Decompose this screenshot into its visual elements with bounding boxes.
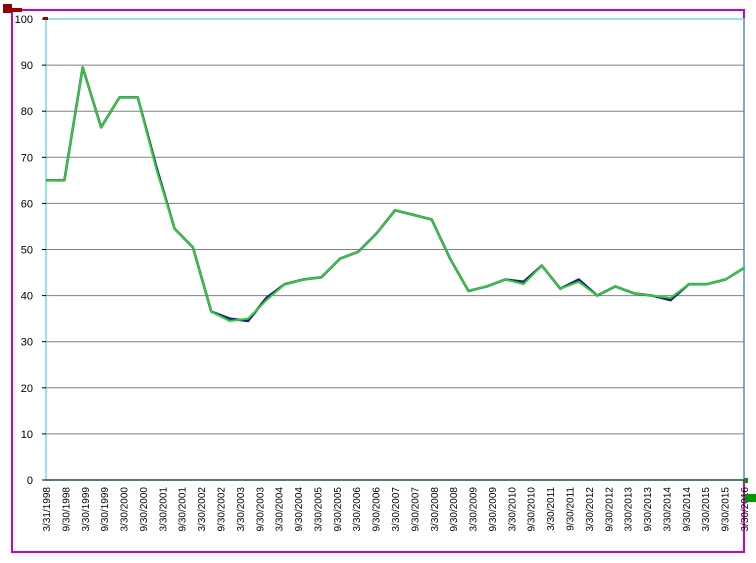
y-tick-label: 0	[27, 475, 33, 487]
x-tick-label: 3/30/2015	[701, 487, 712, 532]
y-tick-label: 60	[21, 198, 33, 210]
x-tick-label: 3/31/1998	[42, 487, 53, 532]
x-tick-label: 3/30/2013	[624, 487, 635, 532]
x-axis-ticks: 3/31/1998 9/30/1998 3/30/1999 9/30/1999 3/30…	[42, 487, 751, 532]
bottom-right-handle-marker[interactable]	[745, 494, 756, 502]
x-tick-label: 9/30/2015	[721, 487, 732, 532]
x-tick-label: 3/30/2006	[352, 487, 363, 532]
x-tick-label: 9/30/2014	[682, 487, 693, 532]
series-lines	[46, 66, 745, 323]
bottom-right-anchor-marker	[744, 478, 748, 483]
x-tick-label: 3/30/2001	[158, 487, 169, 532]
top-left-handle-marker[interactable]	[3, 4, 12, 13]
x-tick-label: 3/30/2003	[236, 487, 247, 532]
x-tick-label: 9/30/2011	[566, 487, 577, 531]
y-tick-label: 50	[21, 245, 33, 257]
y-axis-ticks: 0 10 20 30 40 50 60 70 80 90 100	[15, 14, 46, 487]
top-left-handle-marker-bar	[12, 8, 22, 12]
x-tick-label: 3/30/2000	[120, 487, 131, 532]
y-tick-label: 20	[21, 383, 33, 395]
x-tick-label: 3/30/2008	[430, 487, 441, 532]
y-tick-label: 10	[21, 429, 33, 441]
x-tick-label: 9/30/1998	[61, 487, 72, 532]
x-tick-label: 9/30/1999	[100, 487, 111, 532]
y-tick-label: 40	[21, 291, 33, 303]
outer-border	[11, 9, 745, 553]
x-tick-label: 3/30/2005	[313, 487, 324, 532]
x-tick-label: 9/30/2013	[643, 487, 654, 532]
x-tick-label: 3/30/2007	[391, 487, 402, 532]
x-tick-label: 3/30/2011	[546, 487, 557, 531]
y-tick-label: 90	[21, 60, 33, 72]
x-tick-label: 9/30/2003	[255, 487, 266, 532]
x-tick-label: 3/30/2004	[275, 487, 286, 532]
x-tick-label: 3/30/2014	[662, 487, 673, 532]
x-tick-label: 3/30/2002	[197, 487, 208, 532]
top-left-anchor-marker	[43, 17, 48, 20]
x-tick-label: 9/30/2000	[139, 487, 150, 532]
x-tick-label: 3/30/2009	[469, 487, 480, 532]
x-tick-label: 3/30/2016	[740, 487, 751, 532]
x-tick-label: 3/30/2010	[507, 487, 518, 532]
x-tick-label: 3/30/1999	[81, 487, 92, 532]
x-tick-label: 9/30/2012	[604, 487, 615, 532]
y-tick-label: 100	[15, 14, 33, 26]
x-tick-label: 9/30/2008	[449, 487, 460, 532]
x-tick-label: 9/30/2010	[527, 487, 538, 532]
y-tick-label: 80	[21, 106, 33, 118]
gridlines	[46, 64, 744, 435]
x-tick-label: 9/30/2005	[333, 487, 344, 532]
y-tick-label: 70	[21, 152, 33, 164]
series-line-1	[46, 66, 745, 323]
x-tick-label: 9/30/2004	[294, 487, 305, 532]
y-tick-label: 30	[21, 337, 33, 349]
series-line-2	[46, 66, 745, 322]
x-tick-label: 9/30/2009	[488, 487, 499, 532]
x-tick-label: 9/30/2007	[410, 487, 421, 532]
x-tick-label: 3/30/2012	[585, 487, 596, 532]
x-tick-label: 9/30/2002	[217, 487, 228, 532]
x-tick-label: 9/30/2001	[178, 487, 189, 532]
x-tick-label: 9/30/2006	[372, 487, 383, 532]
